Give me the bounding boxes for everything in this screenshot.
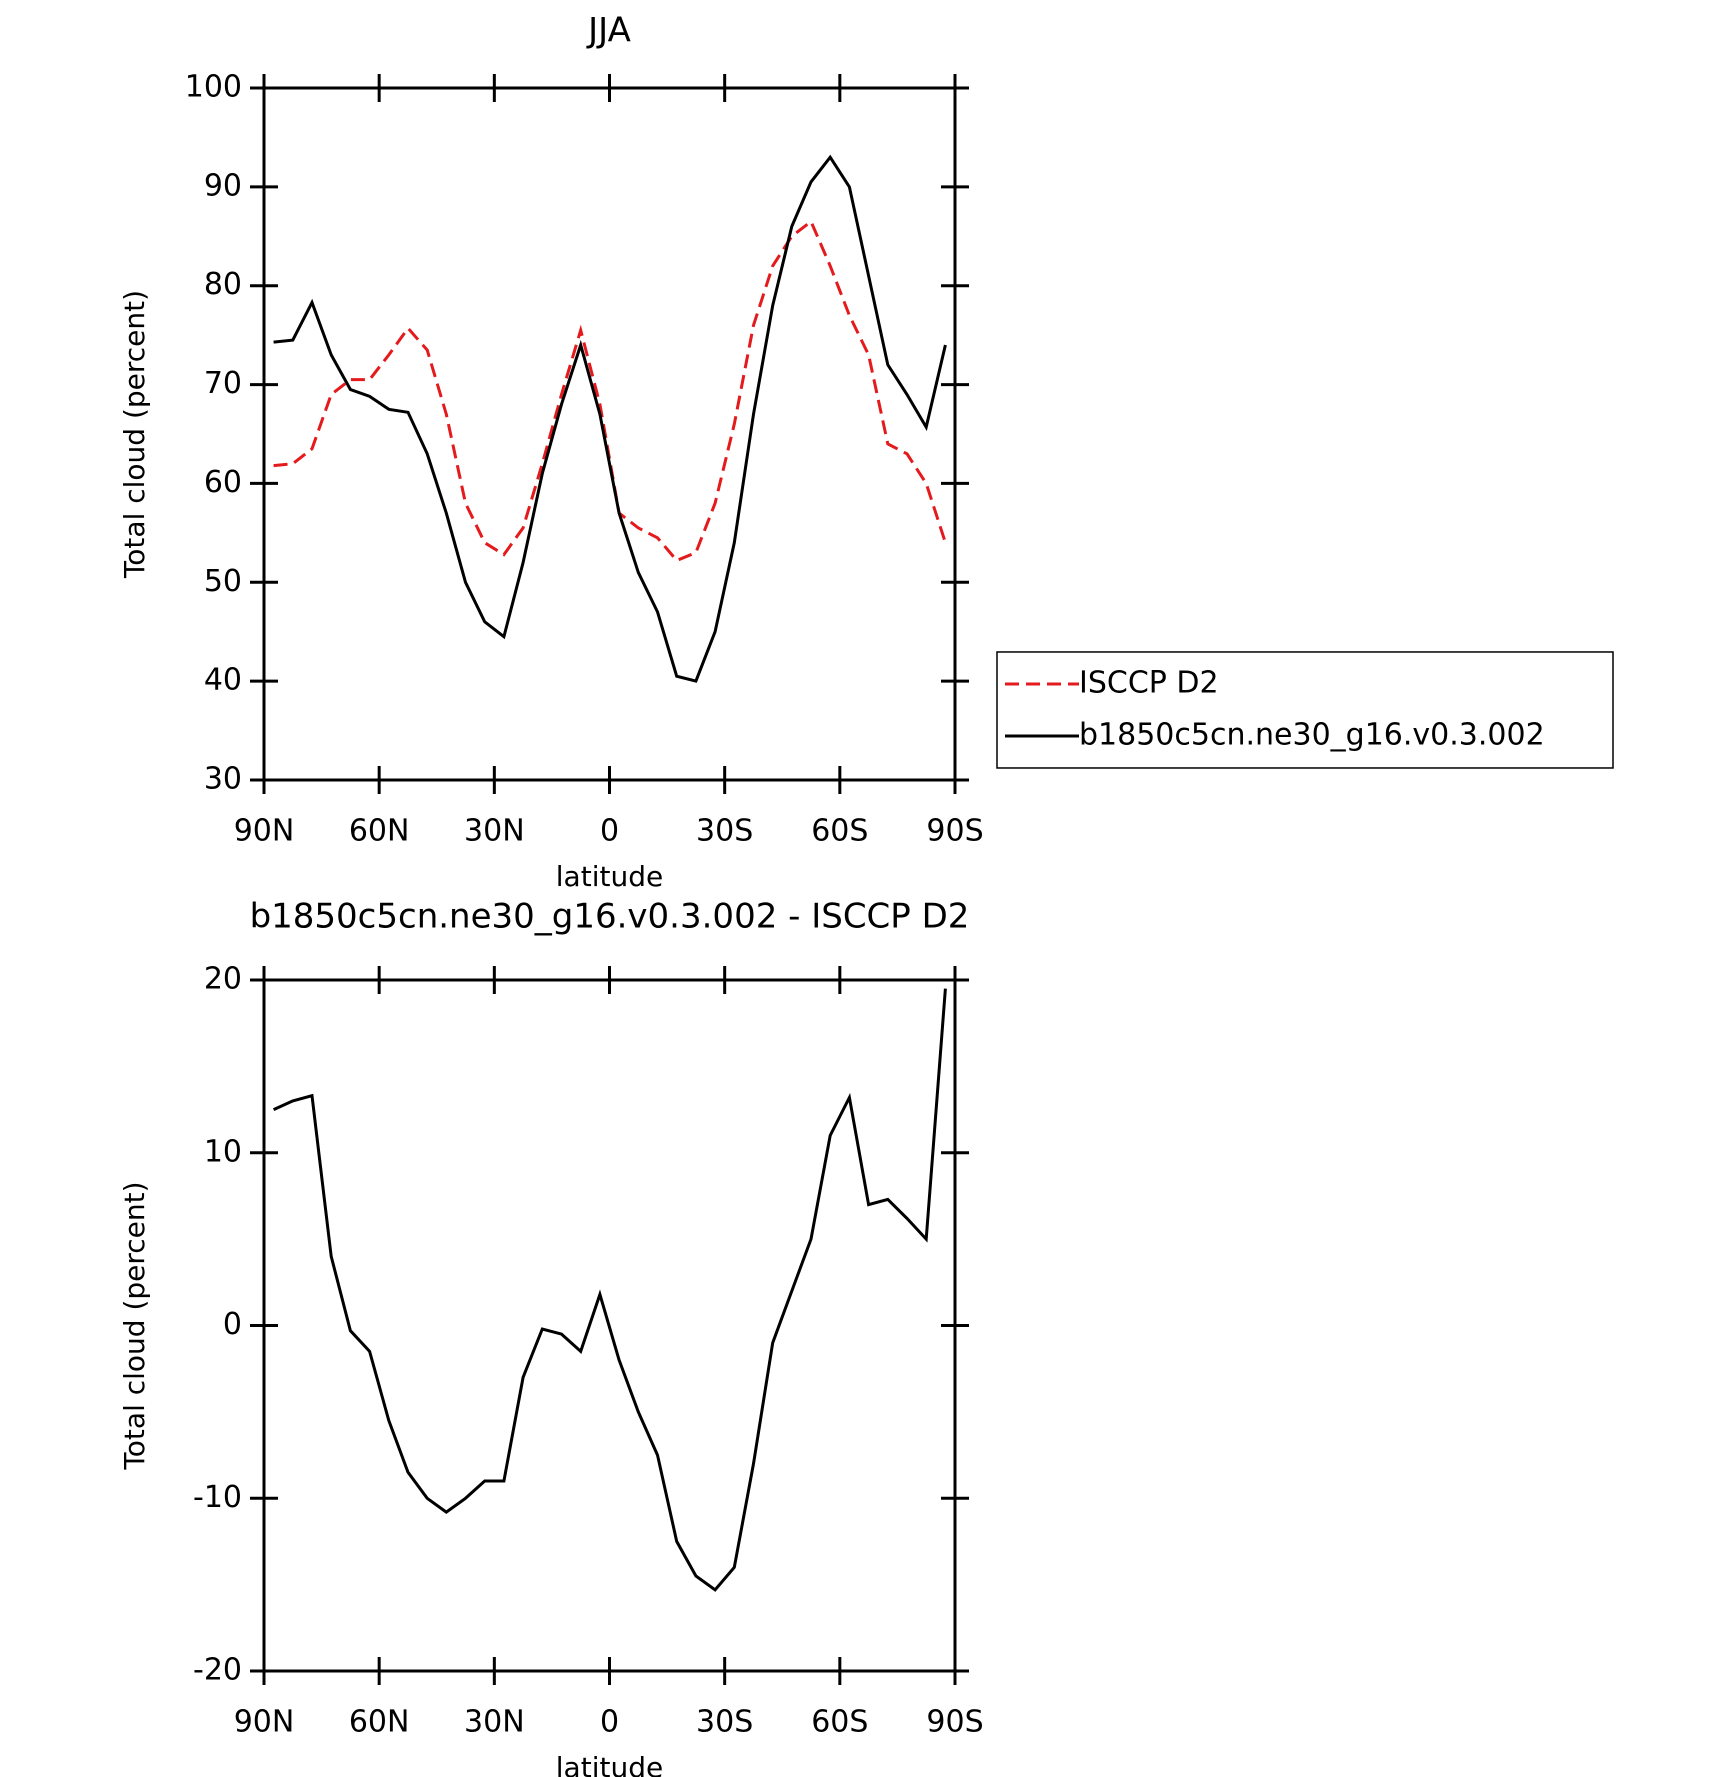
x-tick-label: 0 xyxy=(600,814,619,849)
y-tick-label: 20 xyxy=(204,962,242,997)
data-line xyxy=(272,988,947,1592)
y-tick-label: -20 xyxy=(193,1653,242,1688)
y-tick-label: 30 xyxy=(204,762,242,797)
x-axis-label: latitude xyxy=(556,1751,663,1777)
y-tick-label: 50 xyxy=(204,564,242,599)
plot: b1850c5cn.ne30_g16.v0.3.002 - ISCCP D2 -2… xyxy=(118,897,984,1777)
x-tick-label: 90S xyxy=(926,1705,983,1740)
y-tick-label: 0 xyxy=(223,1307,242,1342)
chart-title: JJA xyxy=(586,11,631,51)
x-tick-label: 60S xyxy=(811,1705,868,1740)
chart-title: b1850c5cn.ne30_g16.v0.3.002 - ISCCP D2 xyxy=(250,897,970,937)
x-tick-label: 90N xyxy=(234,1705,295,1740)
x-tick-label: 60S xyxy=(811,814,868,849)
legend: ISCCP D2 b1850c5cn.ne30_g16.v0.3.002 xyxy=(996,651,1614,769)
data-line xyxy=(273,219,947,563)
legend-label: ISCCP D2 xyxy=(1079,665,1219,700)
y-tick-label: 70 xyxy=(204,366,242,401)
y-tick-label: 10 xyxy=(204,1134,242,1169)
y-tick-label: 80 xyxy=(204,267,242,302)
legend-label: b1850c5cn.ne30_g16.v0.3.002 xyxy=(1079,717,1545,752)
y-axis-label: Total cloud (percent) xyxy=(118,1181,151,1470)
x-tick-label: 60N xyxy=(349,1705,410,1740)
x-tick-label: 90N xyxy=(234,814,295,849)
x-tick-label: 90S xyxy=(926,814,983,849)
plot: JJA 30 40 50 60 70 80 90 100 90N 60N 30N 0 30S 60S 90S l… xyxy=(118,11,1614,893)
x-tick-label: 30N xyxy=(464,814,525,849)
y-tick-label: 90 xyxy=(204,168,242,203)
y-tick-label: -10 xyxy=(193,1480,242,1515)
y-tick-label: 40 xyxy=(204,663,242,698)
legend-frame xyxy=(996,651,1614,769)
x-tick-label: 30N xyxy=(464,1705,525,1740)
data-line xyxy=(273,154,947,683)
x-tick-label: 30S xyxy=(696,814,753,849)
x-tick-label: 0 xyxy=(600,1705,619,1740)
x-tick-label: 30S xyxy=(696,1705,753,1740)
x-tick-label: 60N xyxy=(349,814,410,849)
y-tick-label: 100 xyxy=(185,70,242,105)
y-tick-label: 60 xyxy=(204,465,242,500)
x-axis-label: latitude xyxy=(556,860,663,893)
y-axis-label: Total cloud (percent) xyxy=(118,290,151,579)
